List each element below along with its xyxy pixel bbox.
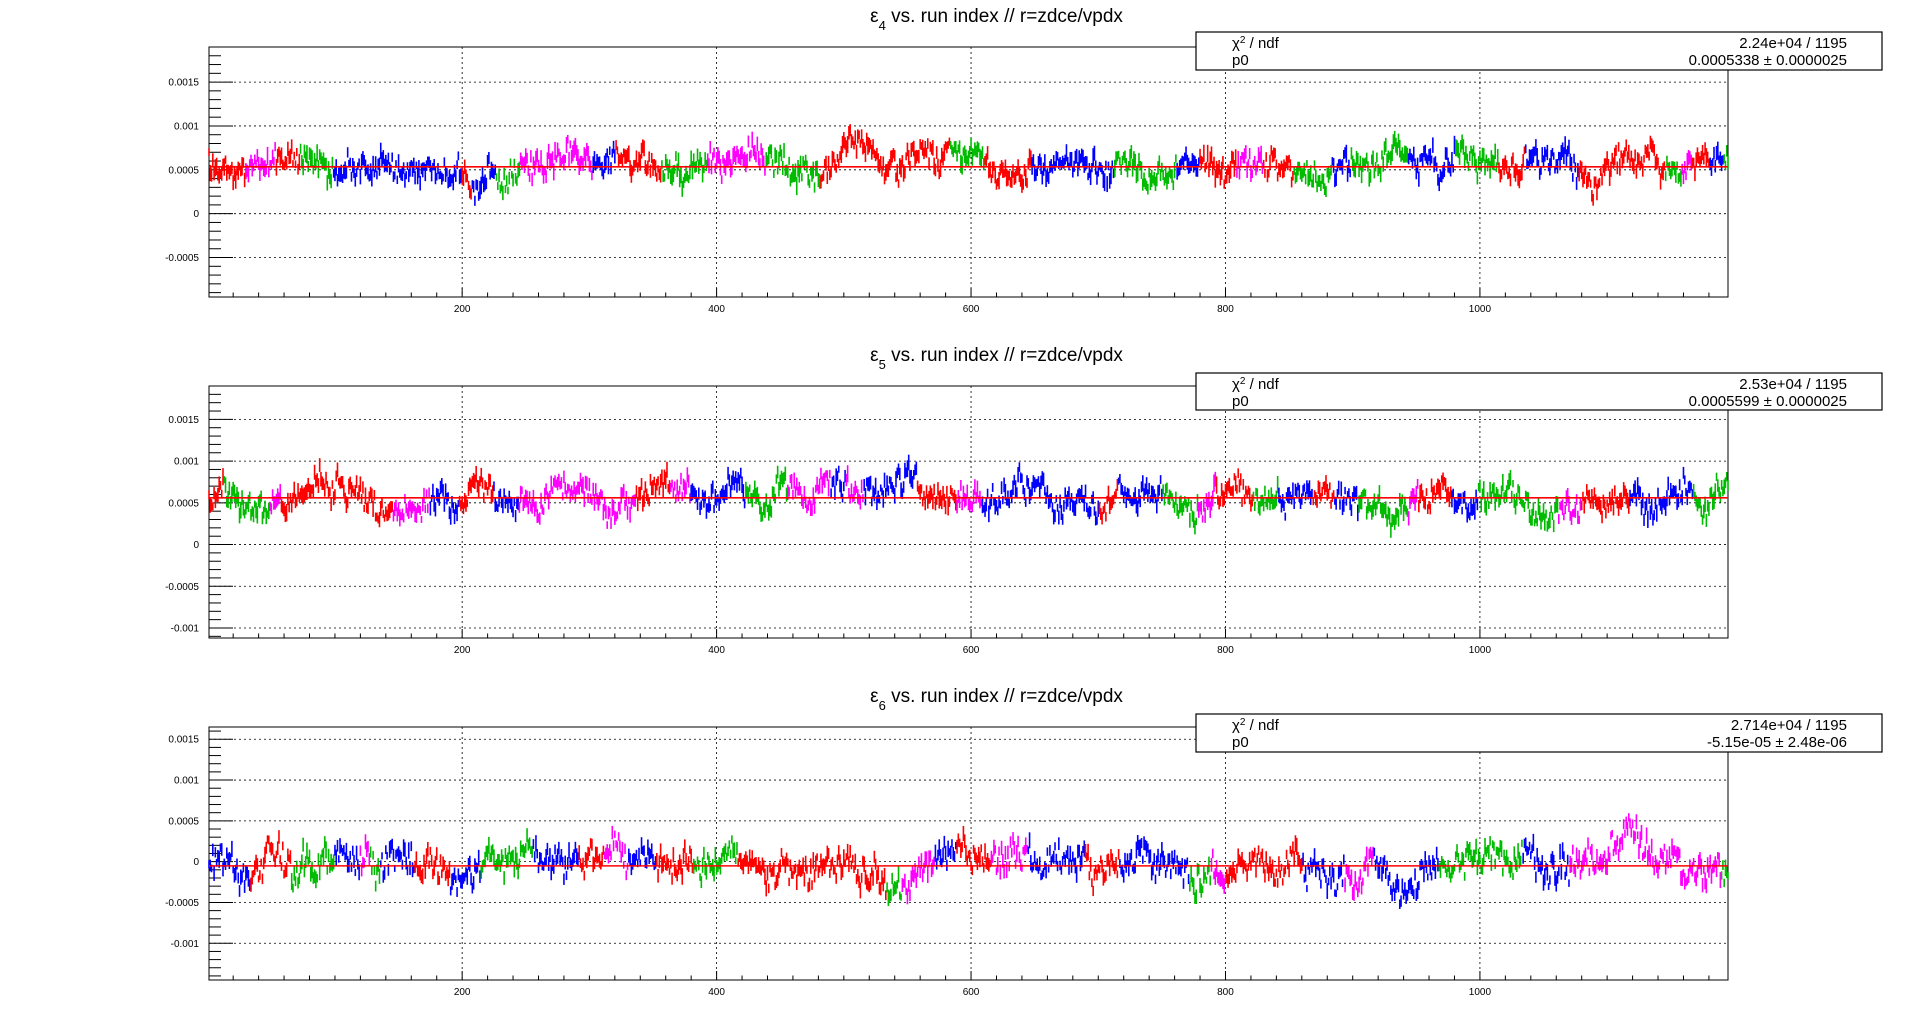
stats-value-chi2: 2.53e+04 / 1195 [1739,376,1847,393]
y-tick-label: 0.0005 [168,498,199,509]
chart-panel-2: 200 400 600 800 1000 -0.001 -0.0005 0 0.0005 0.00… [165,345,1883,656]
y-tick-label: 0.001 [174,121,199,132]
title-symbol: ε [870,6,879,27]
stats-label-p0: p0 [1232,393,1249,410]
stats-label-chi2: χ2 / ndf [1232,35,1280,53]
chi-superscript: 2 [1240,717,1246,728]
y-tick-label: 0.0015 [168,78,199,89]
stats-label-p0: p0 [1232,52,1249,69]
x-tick-label: 600 [963,304,980,315]
x-tick-label: 1000 [1469,645,1492,656]
chi-symbol: χ [1232,717,1240,734]
chart-title: ε5 vs. run index // r=zdce/vpdx [870,345,1123,372]
data-points [208,124,1729,206]
chart-title: ε6 vs. run index // r=zdce/vpdx [870,686,1123,713]
y-tick-label: -0.0005 [165,253,199,264]
chi-superscript: 2 [1240,35,1246,46]
y-tick-label: 0.0015 [168,735,199,746]
stats-value-chi2: 2.24e+04 / 1195 [1739,35,1847,52]
stats-value-chi2: 2.714e+04 / 1195 [1731,717,1847,734]
y-tick-label: 0.001 [174,776,199,787]
y-tick-label: 0.0005 [168,165,199,176]
x-tick-label: 200 [454,987,471,998]
chi-label-rest: / ndf [1245,35,1279,52]
stats-label-chi2: χ2 / ndf [1232,717,1280,735]
y-tick-label: 0 [193,540,199,551]
title-subscript: 5 [879,357,886,372]
title-subscript: 6 [879,698,886,713]
chi-label-rest: / ndf [1245,376,1279,393]
stats-box-frame [1195,31,1883,71]
x-tick-label: 1000 [1469,987,1492,998]
fit-stats-box: χ2 / ndf 2.24e+04 / 1195 p0 0.0005338 ± 0.0… [1195,31,1883,71]
chi-superscript: 2 [1240,376,1246,387]
fit-stats-box: χ2 / ndf 2.714e+04 / 1195 p0 -5.15e-05 ± 2.… [1195,713,1883,753]
stats-label-p0: p0 [1232,734,1249,751]
chi-symbol: χ [1232,376,1240,393]
title-text: vs. run index // r=zdce/vpdx [886,345,1124,366]
y-tick-label: -0.0005 [165,898,199,909]
chart-panel-3: 200 400 600 800 1000 -0.001 -0.0005 0 0.0005 0.00… [165,686,1883,998]
title-text: vs. run index // r=zdce/vpdx [886,686,1124,707]
title-symbol: ε [870,686,879,707]
plot-frame [208,385,1729,639]
y-tick-label: -0.001 [171,939,200,950]
title-text: vs. run index // r=zdce/vpdx [886,6,1124,27]
y-tick-label: 0 [193,209,199,220]
chi-label-rest: / ndf [1245,717,1279,734]
x-tick-label: 600 [963,645,980,656]
title-subscript: 4 [879,18,886,33]
x-tick-label: 400 [708,645,725,656]
y-tick-label: -0.0005 [165,582,199,593]
x-tick-label: 800 [1217,645,1234,656]
stats-value-p0: 0.0005338 ± 0.0000025 [1689,52,1847,69]
x-tick-label: 800 [1217,304,1234,315]
x-tick-label: 200 [454,304,471,315]
x-tick-label: 1000 [1469,304,1492,315]
stats-value-p0: -5.15e-05 ± 2.48e-06 [1707,734,1847,751]
chi-symbol: χ [1232,35,1240,52]
chart-panel-1: 200 400 600 800 1000 -0.0005 0 0.0005 0.001 0.001… [165,6,1883,315]
y-tick-label: 0.0015 [168,415,199,426]
x-tick-label: 600 [963,987,980,998]
chart-title: ε4 vs. run index // r=zdce/vpdx [870,6,1123,33]
y-tick-label: 0 [193,857,199,868]
x-tick-label: 400 [708,987,725,998]
y-tick-label: 0.001 [174,457,199,468]
stats-box-frame [1195,372,1883,411]
x-tick-label: 800 [1217,987,1234,998]
y-tick-label: -0.001 [171,623,200,634]
stats-box-frame [1195,713,1883,753]
title-symbol: ε [870,345,879,366]
x-tick-label: 200 [454,645,471,656]
stats-label-chi2: χ2 / ndf [1232,376,1280,394]
y-tick-label: 0.0005 [168,816,199,827]
x-tick-label: 400 [708,304,725,315]
stats-value-p0: 0.0005599 ± 0.0000025 [1689,393,1847,410]
fit-stats-box: χ2 / ndf 2.53e+04 / 1195 p0 0.0005599 ± 0.0… [1195,372,1883,411]
